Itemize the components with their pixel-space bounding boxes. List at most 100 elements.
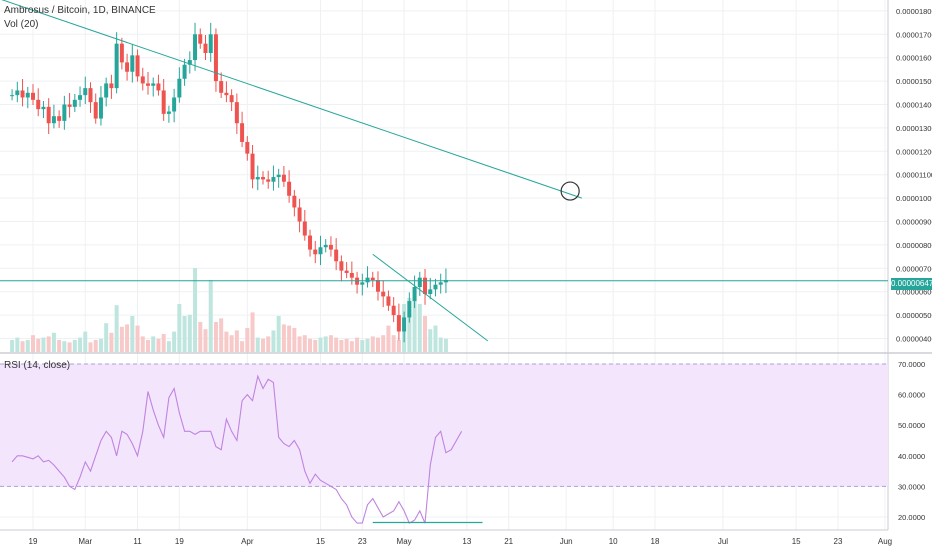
volume-bar (229, 335, 234, 352)
candle (412, 287, 417, 302)
rsi-band (0, 364, 888, 487)
candle (402, 317, 407, 332)
candle (302, 221, 307, 236)
volume-bar (125, 324, 130, 352)
candle (166, 111, 171, 114)
trendline[interactable] (372, 253, 489, 342)
price-tick-label: 0.00001500 (896, 77, 932, 86)
volume-bar (334, 337, 339, 352)
time-tick-label: 23 (358, 537, 367, 546)
volume-bar (10, 340, 15, 352)
candle (72, 99, 77, 107)
candle (423, 277, 428, 295)
candle (36, 99, 41, 110)
candle (381, 291, 386, 297)
price-tick-label: 0.00001300 (896, 124, 932, 133)
volume-bar (339, 340, 344, 352)
volume-bar (104, 323, 109, 352)
volume-bar (423, 316, 428, 352)
candle (365, 277, 370, 283)
volume-bar (177, 304, 182, 352)
volume-bar (72, 340, 77, 352)
volume-bar (250, 312, 255, 352)
candle (208, 34, 213, 54)
candle (370, 277, 375, 280)
candle (20, 90, 25, 98)
volume-bar (83, 331, 88, 352)
candle (145, 83, 150, 86)
candle (245, 141, 250, 154)
price-axis[interactable]: 0.00000400 0.00000500 0.00000600 0.00000700… (896, 7, 932, 522)
volume-bar (381, 335, 386, 352)
volume-bar (255, 337, 260, 352)
volume-bar (213, 322, 218, 352)
candle (130, 55, 135, 72)
candle (349, 272, 354, 278)
candle (78, 95, 83, 100)
volume-bar (130, 316, 135, 352)
candle (287, 181, 292, 196)
time-tick-label: 13 (462, 537, 471, 546)
volume-bar (31, 335, 35, 352)
trendline[interactable] (0, 0, 582, 199)
candle (417, 277, 422, 288)
volume-bar (172, 331, 177, 352)
volume-bar (344, 338, 349, 352)
volume-bar (355, 337, 360, 352)
volume-bar (62, 341, 67, 352)
annotation-circle[interactable] (560, 181, 580, 201)
volume-bar (438, 337, 443, 352)
candle (308, 235, 313, 250)
volume-bar (417, 304, 422, 352)
volume-bar (67, 342, 72, 352)
price-tick-label: 0.00000400 (896, 335, 932, 344)
price-tick-label: 0.00001800 (896, 7, 932, 16)
trendlines[interactable] (0, 0, 888, 342)
volume-bar (219, 318, 224, 352)
candle (297, 207, 302, 222)
volume-bar (182, 316, 187, 352)
volume-bar (25, 340, 30, 352)
volume-bar (349, 341, 354, 352)
candle (93, 102, 98, 119)
candle (57, 116, 62, 121)
volume-series (10, 268, 448, 352)
candle (255, 177, 260, 180)
volume-bar (365, 338, 370, 352)
time-tick-label: Aug (878, 537, 892, 546)
candle (15, 90, 20, 96)
candle (391, 305, 396, 316)
volume-bar (166, 341, 171, 352)
volume-bar (375, 337, 380, 352)
volume-bar (328, 335, 333, 352)
price-tick-label: 0.00000500 (896, 311, 932, 320)
time-tick-label: Apr (241, 537, 254, 546)
candle (323, 244, 328, 248)
volume-bar (386, 325, 391, 352)
volume-bar (433, 325, 438, 352)
rsi-tick-label: 40.0000 (898, 452, 925, 461)
candle (271, 177, 276, 182)
volume-bar (260, 338, 265, 352)
volume-bar (266, 336, 271, 352)
volume-bar (114, 305, 119, 352)
volume-bar (407, 298, 412, 352)
volume-bar (208, 280, 213, 352)
price-tick-label: 0.00001600 (896, 54, 932, 63)
candle (344, 270, 349, 273)
candle (114, 43, 119, 89)
time-axis[interactable]: 19 Mar 11 19 Apr 15 23 May 13 21 Jun 10 18 Jul 15 23 Aug (29, 537, 893, 546)
volume-bar (412, 300, 417, 352)
volume-bar (46, 336, 51, 352)
rsi-tick-label: 30.0000 (898, 482, 925, 491)
volume-bar (323, 336, 328, 352)
candle (104, 83, 109, 98)
candle (250, 153, 255, 180)
candle (229, 95, 234, 103)
volume-bar (443, 338, 448, 352)
volume-bar (15, 337, 20, 352)
candle (177, 78, 182, 98)
rsi-tick-label: 70.0000 (898, 360, 925, 369)
volume-bar (281, 324, 286, 352)
